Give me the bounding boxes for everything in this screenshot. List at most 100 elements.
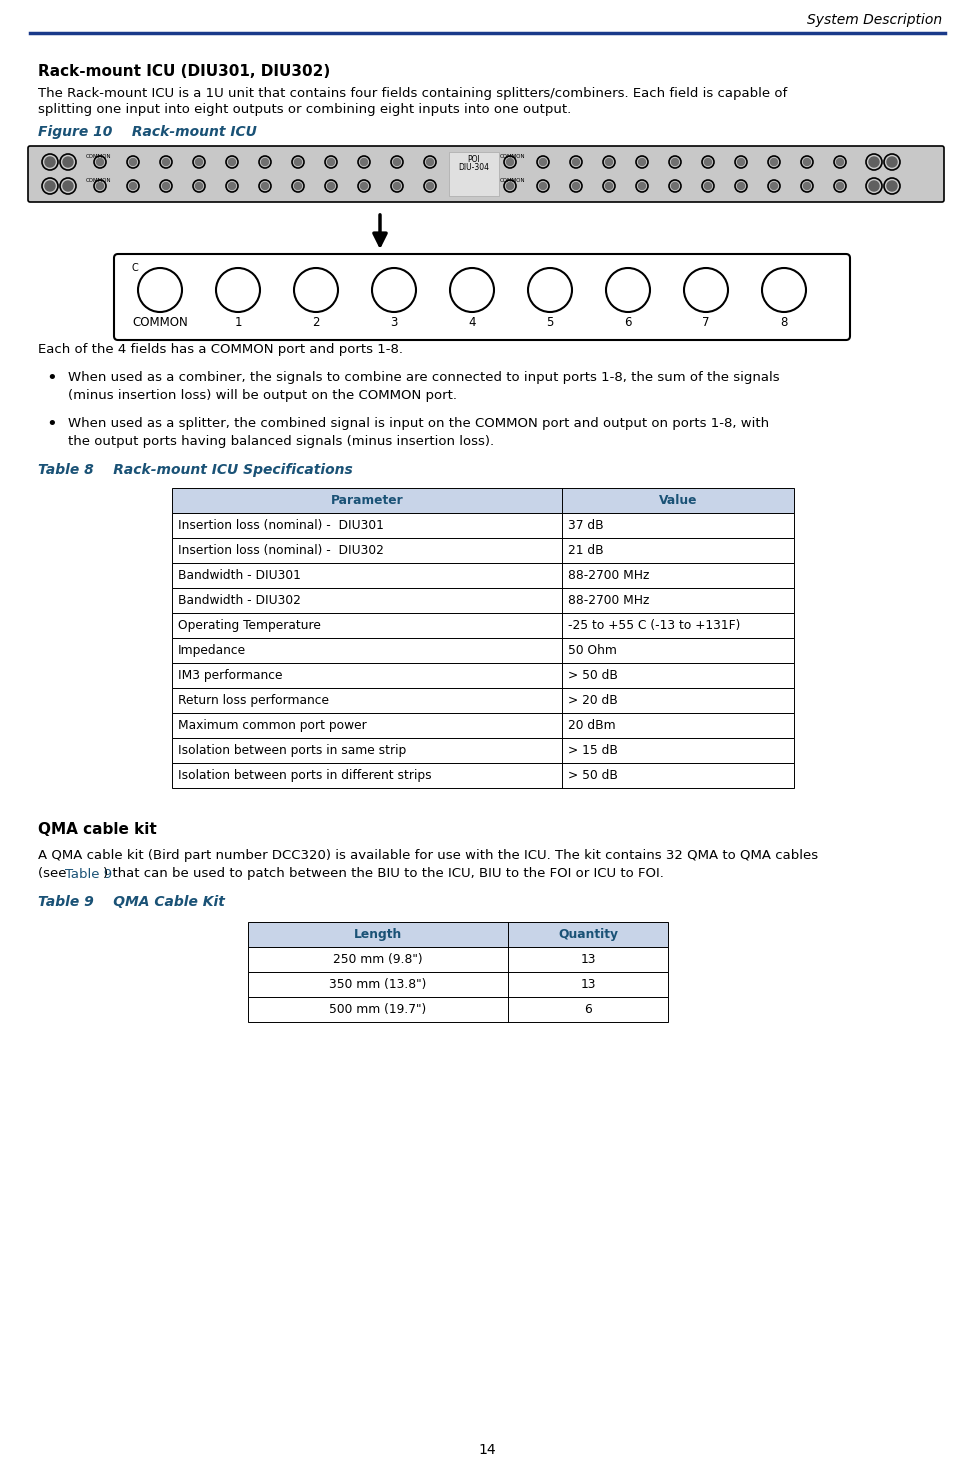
Text: 6: 6: [624, 317, 632, 330]
Text: 6: 6: [584, 1003, 592, 1017]
Text: the output ports having balanced signals (minus insertion loss).: the output ports having balanced signals…: [68, 436, 494, 449]
Circle shape: [572, 182, 579, 189]
Circle shape: [539, 158, 547, 166]
Circle shape: [130, 182, 137, 189]
Bar: [248, 948, 668, 973]
Circle shape: [639, 158, 645, 166]
Text: Insertion loss (nominal) -  DIU302: Insertion loss (nominal) - DIU302: [178, 544, 384, 557]
Text: 21 dB: 21 dB: [568, 544, 604, 557]
Text: The Rack-mount ICU is a 1U unit that contains four fields containing splitters/c: The Rack-mount ICU is a 1U unit that con…: [38, 87, 787, 100]
Circle shape: [887, 180, 897, 191]
Circle shape: [45, 157, 55, 167]
Text: Return loss performance: Return loss performance: [178, 694, 329, 707]
Circle shape: [361, 182, 368, 189]
Text: Isolation between ports in same strip: Isolation between ports in same strip: [178, 744, 407, 757]
Circle shape: [770, 158, 777, 166]
Text: When used as a combiner, the signals to combine are connected to input ports 1-8: When used as a combiner, the signals to …: [68, 371, 780, 384]
Text: 3: 3: [390, 317, 398, 330]
Text: DIU-304: DIU-304: [458, 163, 489, 172]
Text: Each of the 4 fields has a COMMON port and ports 1-8.: Each of the 4 fields has a COMMON port a…: [38, 343, 403, 356]
Circle shape: [605, 182, 612, 189]
Text: POI: POI: [468, 154, 481, 163]
Text: Length: Length: [354, 929, 402, 940]
Circle shape: [294, 158, 301, 166]
Bar: [172, 663, 794, 688]
Circle shape: [328, 158, 334, 166]
Text: System Description: System Description: [807, 13, 942, 26]
Text: 1: 1: [234, 317, 242, 330]
Circle shape: [672, 158, 679, 166]
Text: 88-2700 MHz: 88-2700 MHz: [568, 569, 649, 582]
Circle shape: [803, 158, 810, 166]
Text: Maximum common port power: Maximum common port power: [178, 719, 367, 732]
Circle shape: [228, 158, 236, 166]
Bar: [172, 588, 794, 613]
Text: 20 dBm: 20 dBm: [568, 719, 615, 732]
Circle shape: [97, 182, 103, 189]
Text: Bandwidth - DIU301: Bandwidth - DIU301: [178, 569, 301, 582]
FancyBboxPatch shape: [449, 153, 499, 197]
Text: When used as a splitter, the combined signal is input on the COMMON port and out: When used as a splitter, the combined si…: [68, 418, 769, 430]
Circle shape: [130, 158, 137, 166]
Circle shape: [803, 182, 810, 189]
Bar: [172, 713, 794, 738]
Text: COMMON: COMMON: [500, 154, 526, 160]
Bar: [172, 688, 794, 713]
Circle shape: [261, 182, 268, 189]
Bar: [172, 613, 794, 638]
Circle shape: [394, 158, 401, 166]
Circle shape: [196, 182, 203, 189]
Circle shape: [163, 158, 170, 166]
Bar: [172, 638, 794, 663]
Text: 13: 13: [580, 978, 596, 992]
Circle shape: [63, 180, 73, 191]
Text: -25 to +55 C (-13 to +131F): -25 to +55 C (-13 to +131F): [568, 619, 740, 632]
Text: Operating Temperature: Operating Temperature: [178, 619, 321, 632]
Text: IM3 performance: IM3 performance: [178, 669, 283, 682]
Text: Insertion loss (nominal) -  DIU301: Insertion loss (nominal) - DIU301: [178, 519, 384, 533]
Circle shape: [63, 157, 73, 167]
Circle shape: [737, 182, 745, 189]
Bar: [248, 998, 668, 1022]
Circle shape: [394, 182, 401, 189]
Text: > 15 dB: > 15 dB: [568, 744, 618, 757]
Text: C: C: [131, 263, 137, 273]
Circle shape: [196, 158, 203, 166]
Text: Rack-mount ICU (DIU301, DIU302): Rack-mount ICU (DIU301, DIU302): [38, 65, 331, 79]
Text: > 50 dB: > 50 dB: [568, 769, 618, 782]
Circle shape: [869, 180, 879, 191]
Text: Quantity: Quantity: [558, 929, 618, 940]
Text: Figure 10    Rack-mount ICU: Figure 10 Rack-mount ICU: [38, 125, 256, 139]
Circle shape: [328, 182, 334, 189]
Circle shape: [261, 158, 268, 166]
FancyBboxPatch shape: [28, 147, 944, 202]
Text: A QMA cable kit (Bird part number DCC320) is available for use with the ICU. The: A QMA cable kit (Bird part number DCC320…: [38, 849, 818, 863]
Text: •: •: [47, 370, 58, 387]
Text: > 20 dB: > 20 dB: [568, 694, 618, 707]
FancyBboxPatch shape: [114, 254, 850, 340]
Text: > 50 dB: > 50 dB: [568, 669, 618, 682]
Text: 8: 8: [780, 317, 788, 330]
Text: •: •: [47, 415, 58, 433]
Circle shape: [506, 158, 514, 166]
Text: COMMON: COMMON: [500, 179, 526, 183]
Text: ) that can be used to patch between the BIU to the ICU, BIU to the FOI or ICU to: ) that can be used to patch between the …: [103, 867, 664, 880]
Text: 37 dB: 37 dB: [568, 519, 604, 533]
Text: 4: 4: [468, 317, 476, 330]
Bar: [248, 921, 668, 948]
Circle shape: [737, 158, 745, 166]
Circle shape: [869, 157, 879, 167]
Circle shape: [837, 182, 843, 189]
Text: Parameter: Parameter: [331, 494, 404, 508]
Text: 2: 2: [312, 317, 320, 330]
Bar: [172, 738, 794, 763]
Text: 500 mm (19.7"): 500 mm (19.7"): [330, 1003, 427, 1017]
Circle shape: [672, 182, 679, 189]
Circle shape: [228, 182, 236, 189]
Text: 250 mm (9.8"): 250 mm (9.8"): [333, 954, 423, 965]
Circle shape: [163, 182, 170, 189]
Bar: [248, 973, 668, 998]
Text: COMMON: COMMON: [86, 179, 111, 183]
Circle shape: [605, 158, 612, 166]
Bar: [172, 513, 794, 538]
